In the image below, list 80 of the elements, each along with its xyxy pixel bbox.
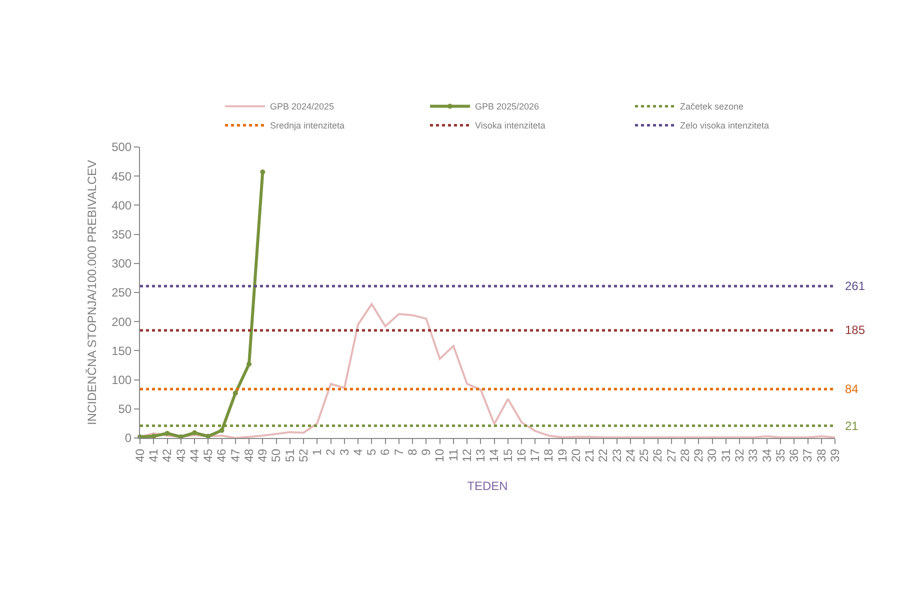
x-tick-label: 24	[623, 448, 638, 462]
y-tick-label: 50	[118, 402, 132, 416]
x-tick-label: 42	[160, 448, 174, 462]
x-tick-label: 15	[500, 448, 515, 462]
x-tick-label: 8	[405, 448, 420, 456]
x-tick-label: 22	[596, 448, 610, 462]
x-tick-label: 41	[146, 448, 161, 462]
y-tick-label: 0	[124, 431, 132, 446]
x-tick-label: 12	[460, 448, 474, 462]
x-tick-label: 46	[214, 448, 229, 462]
x-tick-label: 44	[187, 448, 202, 462]
x-tick-label: 19	[555, 448, 570, 462]
x-tick-label: 3	[337, 448, 352, 456]
x-tick-label: 43	[174, 448, 188, 462]
x-tick-label: 11	[446, 448, 460, 462]
x-tick-label: 2	[324, 448, 338, 456]
x-tick-label: 48	[242, 448, 256, 462]
y-tick-label: 500	[112, 140, 132, 154]
y-tick-label: 100	[112, 373, 132, 387]
x-tick-label: 20	[568, 448, 583, 462]
point	[164, 430, 170, 436]
x-tick-label: 28	[678, 448, 692, 462]
y-tick-label: 150	[112, 344, 132, 358]
x-tick-label: 9	[419, 448, 434, 456]
x-tick-label: 34	[760, 448, 774, 462]
x-tick-label: 31	[718, 448, 733, 462]
x-tick-label: 51	[282, 448, 297, 462]
legend-label: Zelo visoka intenziteta	[680, 120, 770, 131]
x-tick-label: 47	[228, 448, 242, 462]
x-tick-label: 27	[664, 448, 678, 462]
x-tick-label: 45	[201, 448, 216, 462]
legend-label: Visoka intenziteta	[475, 120, 546, 131]
x-tick-label: 37	[800, 448, 815, 462]
x-tick-label: 49	[256, 448, 270, 462]
point	[246, 362, 252, 367]
x-tick-label: 13	[474, 448, 488, 462]
x-tick-label: 29	[692, 448, 706, 462]
x-tick-label: 25	[637, 448, 652, 462]
x-tick-label: 38	[814, 448, 828, 462]
point	[232, 390, 238, 396]
x-tick-label: 32	[732, 448, 747, 462]
x-tick-label: 18	[542, 448, 556, 462]
x-tick-label: 35	[773, 448, 788, 462]
y-tick-label: 400	[112, 198, 132, 212]
point	[192, 430, 198, 436]
x-tick-label: 10	[432, 448, 447, 462]
x-tick-label: 50	[269, 448, 284, 462]
annotation: 84	[845, 382, 859, 396]
x-tick-label: 5	[364, 448, 379, 456]
x-tick-label: 39	[828, 448, 842, 462]
x-tick-label: 17	[528, 448, 542, 462]
y-tick-label: 200	[112, 314, 132, 329]
x-tick-label: 6	[378, 448, 392, 456]
x-tick-label: 23	[610, 448, 624, 462]
y-tick-label: 350	[112, 228, 132, 242]
point	[219, 428, 224, 433]
x-tick-label: 40	[132, 448, 147, 462]
x-tick-label: 30	[705, 448, 720, 462]
legend-label: Začetek sezone	[680, 102, 744, 112]
x-tick-label: 1	[310, 448, 324, 456]
x-tick-label: 4	[350, 448, 365, 456]
x-tick-label: 26	[650, 448, 665, 462]
x-tick-label: 52	[296, 448, 310, 462]
x-tick-label: 33	[746, 448, 760, 462]
y-tick-label: 250	[112, 286, 132, 300]
x-tick-label: 7	[392, 448, 406, 456]
legend-label: GPB 2025/2026	[475, 102, 540, 112]
annotation: 261	[845, 279, 866, 293]
x-tick-label: 21	[582, 448, 597, 462]
x-axis-title: TEDEN	[467, 479, 508, 494]
annotation: 21	[845, 419, 859, 433]
annotation: 185	[845, 323, 866, 337]
y-axis-title: INCIDENČNA STOPNJA/100.000 PREBIVALCEV	[84, 160, 99, 425]
y-tick-label: 300	[112, 256, 132, 271]
x-tick-label: 36	[787, 448, 802, 462]
legend-label: GPB 2024/2025	[270, 102, 334, 112]
legend-label: Srednja intenziteta	[270, 120, 345, 131]
y-tick-label: 450	[112, 169, 132, 184]
x-tick-label: 16	[514, 448, 528, 462]
x-tick-label: 14	[487, 448, 502, 462]
